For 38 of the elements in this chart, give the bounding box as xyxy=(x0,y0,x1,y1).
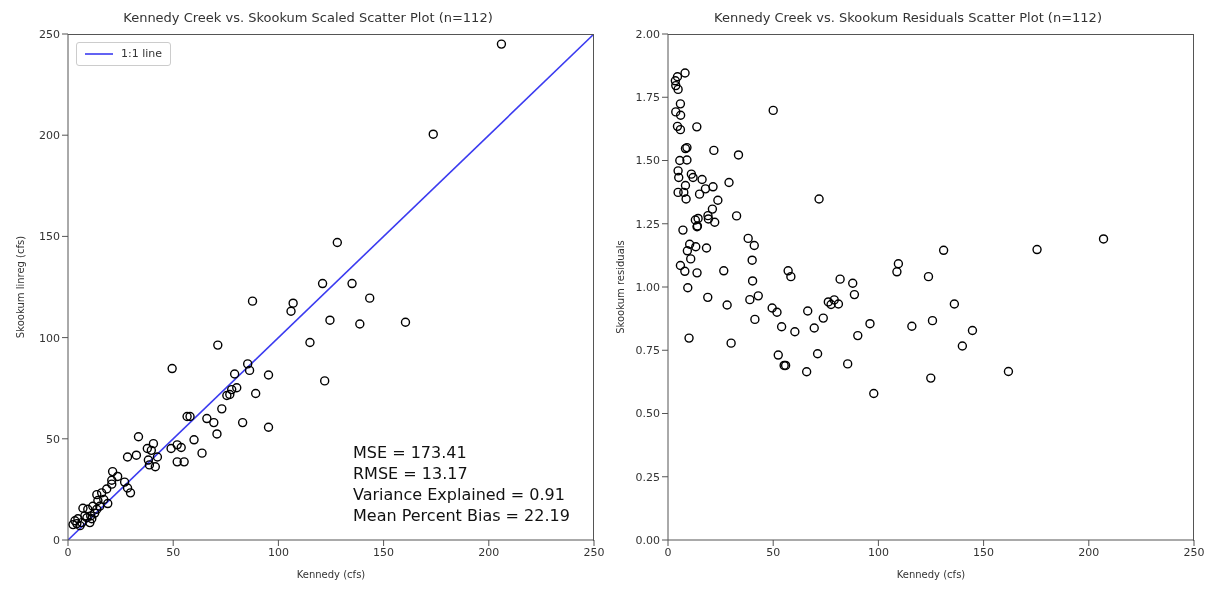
y-tick-label: 100 xyxy=(39,331,60,345)
annotation: MSE = 173.41 xyxy=(353,442,468,463)
x-tick-label: 100 xyxy=(267,545,289,559)
y-tick-label: 0.75 xyxy=(635,344,660,358)
y-tick-label: 0.25 xyxy=(635,470,660,484)
y-tick-label: 250 xyxy=(39,27,60,41)
y-tick-label: 1.00 xyxy=(635,280,660,294)
annotation: RMSE = 13.17 xyxy=(353,463,469,484)
y-tick-label: 150 xyxy=(39,230,60,244)
annotation: Mean Percent Bias = 22.19 xyxy=(353,505,570,526)
y-tick-label: 1.50 xyxy=(635,154,660,168)
legend-label: 1:1 line xyxy=(121,46,163,62)
y-tick-label: 2.00 xyxy=(635,27,660,41)
x-tick-label: 250 xyxy=(1183,545,1205,559)
y-tick-label: 50 xyxy=(46,432,60,446)
y-tick-label: 0 xyxy=(53,533,60,547)
chart-title: Kennedy Creek vs. Skookum Scaled Scatter Plot (n=112) xyxy=(122,9,494,27)
y-tick-label: 200 xyxy=(39,129,60,143)
x-tick-label: 200 xyxy=(1078,545,1100,559)
x-tick-label: 50 xyxy=(166,545,181,559)
y-tick-label: 1.75 xyxy=(635,91,660,105)
x-axis-title: Kennedy (cfs) xyxy=(296,569,366,580)
x-tick-label: 250 xyxy=(583,545,605,559)
x-axis-title: Kennedy (cfs) xyxy=(896,569,966,580)
x-tick-label: 0 xyxy=(664,545,672,559)
y-tick-label: 0.50 xyxy=(635,407,660,421)
x-tick-label: 0 xyxy=(64,545,72,559)
y-tick-label: 1.25 xyxy=(635,217,660,231)
y-tick-label: 0.00 xyxy=(635,533,660,547)
chart-title: Kennedy Creek vs. Skookum Residuals Scatter Plot (n=112) xyxy=(713,9,1103,27)
y-axis-title: Skookum linreg (cfs) xyxy=(14,235,26,339)
annotation: Variance Explained = 0.91 xyxy=(353,484,566,505)
x-tick-label: 150 xyxy=(973,545,995,559)
x-tick-label: 50 xyxy=(766,545,781,559)
x-tick-label: 100 xyxy=(867,545,889,559)
y-axis-title: Skookum residuals xyxy=(614,240,626,334)
x-tick-label: 200 xyxy=(478,545,500,559)
x-tick-label: 150 xyxy=(373,545,395,559)
